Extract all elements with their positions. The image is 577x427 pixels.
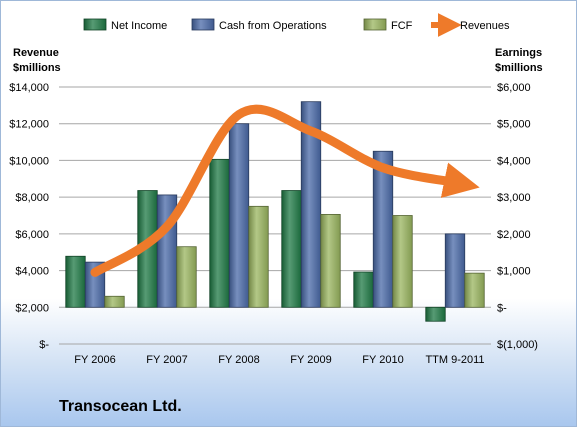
company-name: Transocean Ltd.: [59, 398, 182, 415]
right-axis-title: Earnings: [495, 47, 542, 59]
bar-cash-from-operations: [228, 123, 250, 308]
right-tick-label: $5,000: [497, 119, 531, 131]
category-label: FY 2010: [362, 354, 403, 366]
right-tick-label: $4,000: [497, 155, 531, 167]
right-tick-label: $3,000: [497, 192, 531, 204]
bar-marks: [65, 101, 485, 322]
legend: Net Income Cash from Operations FCF Revenue…: [83, 13, 510, 37]
right-tick-label: $2,000: [497, 229, 531, 241]
bar-net-income: [281, 190, 302, 308]
left-tick-label: $14,000: [9, 82, 49, 94]
legend-label: FCF: [391, 20, 413, 32]
right-tick-label: $6,000: [497, 82, 531, 94]
left-tick-label: $10,000: [9, 155, 49, 167]
left-axis-title: $millions: [13, 62, 61, 74]
category-label: TTM 9-2011: [425, 354, 484, 366]
bar-net-income: [425, 306, 446, 322]
category-label: FY 2008: [218, 354, 259, 366]
left-axis-ticks: $- $2,000 $4,000 $6,000 $8,000 $10,000 $12,000…: [9, 82, 49, 351]
bar-fcf: [104, 295, 125, 308]
line-revenues: [90, 104, 480, 277]
bar-fcf: [464, 272, 485, 308]
bar-cash-from-operations: [300, 101, 322, 308]
legend-label: Net Income: [111, 20, 167, 32]
bar-net-income: [65, 255, 86, 308]
axis-titles: Revenue $millions Earnings $millions: [13, 47, 543, 74]
revenue-line: [90, 104, 480, 277]
bar-fcf: [248, 205, 269, 308]
category-label: FY 2007: [146, 354, 187, 366]
left-tick-label: $-: [39, 339, 49, 351]
category-labels: FY 2006 FY 2007 FY 2008 FY 2009 FY 2010 TTM 9…: [74, 354, 484, 366]
bar-net-income: [353, 271, 374, 308]
bar-fcf: [320, 213, 341, 308]
legend-swatch-cash-from-operations: [191, 18, 215, 31]
right-axis-title: $millions: [495, 62, 543, 74]
bar-fcf: [176, 246, 197, 308]
right-tick-label: $(1,000): [497, 339, 538, 351]
bar-cash-from-operations: [444, 233, 466, 308]
left-tick-label: $12,000: [9, 119, 49, 131]
right-tick-label: $-: [497, 302, 507, 314]
legend-swatch-net-income: [83, 18, 107, 31]
legend-label: Revenues: [460, 20, 510, 32]
left-axis-title: Revenue: [13, 47, 59, 59]
gridlines: [59, 86, 491, 345]
legend-label: Cash from Operations: [219, 20, 327, 32]
category-label: FY 2006: [74, 354, 115, 366]
category-label: FY 2009: [290, 354, 331, 366]
bar-cash-from-operations: [372, 150, 394, 308]
right-axis-ticks: $(1,000) $- $1,000 $2,000 $3,000 $4,000 $5,000…: [497, 82, 538, 351]
bar-net-income: [209, 158, 230, 308]
legend-swatch-fcf: [363, 18, 387, 31]
right-tick-label: $1,000: [497, 266, 531, 278]
left-tick-label: $6,000: [15, 229, 49, 241]
left-tick-label: $8,000: [15, 192, 49, 204]
left-tick-label: $2,000: [15, 302, 49, 314]
left-tick-label: $4,000: [15, 266, 49, 278]
bar-fcf: [392, 215, 413, 308]
